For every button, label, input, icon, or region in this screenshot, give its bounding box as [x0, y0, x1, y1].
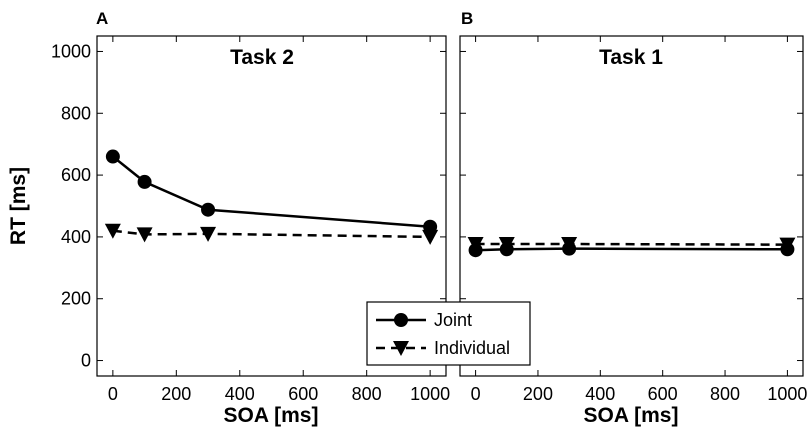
legend-individual-label: Individual	[434, 338, 510, 358]
legend-joint-label: Joint	[434, 310, 472, 330]
y-axis-title: RT [ms]	[7, 167, 30, 245]
panel-b-title: Task 1	[599, 46, 663, 69]
panel-b-x-tick-label: 1000	[767, 384, 807, 404]
panel-a-individual-line	[112, 229, 431, 239]
panel-b-x-tick-label: 0	[471, 384, 481, 404]
panel-a-y-tick-label: 400	[61, 227, 91, 247]
panel-a-individual-point	[200, 226, 217, 242]
panel-a-x-tick-label: 0	[108, 384, 118, 404]
panel-b-letter: B	[461, 9, 473, 28]
panel-a-joint-point	[105, 149, 120, 164]
panel-a-joint-point	[201, 202, 216, 217]
panel-a-x-tick-label: 800	[352, 384, 382, 404]
panel-b: B Task 1 SOA [ms] 0 200 400 600 800 1000	[459, 9, 807, 427]
panel-a-y-tick-label: 200	[61, 289, 91, 309]
panel-a: A Task 2 RT [ms] SOA [ms] 0 200 400 600 800 1…	[7, 9, 450, 427]
panel-a-plot-frame	[96, 35, 447, 377]
panel-b-x-axis-title: SOA [ms]	[584, 404, 679, 427]
panel-a-individual-point	[422, 229, 439, 245]
panel-b-individual-line	[475, 242, 788, 246]
panel-a-x-tick-label: 400	[225, 384, 255, 404]
panel-a-x-axis-title: SOA [ms]	[224, 404, 319, 427]
panel-b-individual-point	[498, 237, 515, 253]
panel-b-plot-frame	[459, 35, 804, 377]
panel-b-joint-line	[475, 247, 788, 252]
legend-joint-marker	[394, 313, 408, 327]
legend-box	[366, 301, 531, 366]
panel-b-individual-point	[561, 237, 578, 253]
panel-a-y-tick-label: 800	[61, 103, 91, 123]
panel-a-individual-point	[104, 223, 121, 239]
panel-a-individual-point	[136, 227, 153, 243]
panel-a-x-tick-label: 200	[161, 384, 191, 404]
panel-b-x-tick-label: 400	[585, 384, 615, 404]
panel-a-joint-line	[112, 155, 431, 228]
panel-a-letter: A	[96, 9, 108, 28]
panel-b-individual-point	[467, 237, 484, 253]
panel-a-y-tick-label: 1000	[51, 41, 91, 61]
panel-b-x-tick-label: 200	[523, 384, 553, 404]
panel-a-x-tick-label: 600	[288, 384, 318, 404]
panel-b-individual-point	[779, 237, 796, 253]
panel-b-x-tick-label: 800	[710, 384, 740, 404]
panel-a-y-tick-label: 600	[61, 165, 91, 185]
legend-individual-marker	[393, 341, 409, 356]
panel-a-y-tick-label: 0	[81, 351, 91, 371]
legend: Joint Individual	[366, 301, 531, 366]
panel-a-x-tick-label: 1000	[410, 384, 450, 404]
panel-b-x-tick-label: 600	[648, 384, 678, 404]
panel-a-joint-point	[137, 174, 152, 189]
panel-a-title: Task 2	[230, 46, 294, 69]
